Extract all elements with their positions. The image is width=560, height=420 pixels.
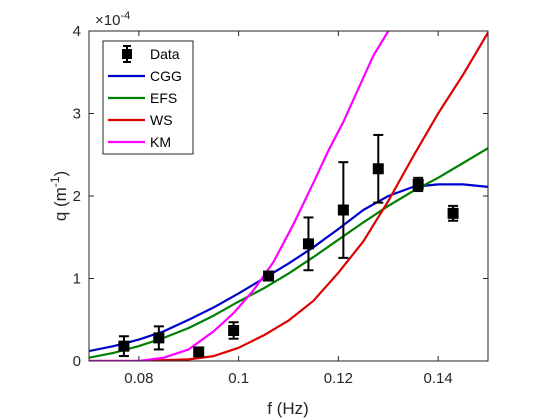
data-point-marker [447,207,459,219]
x-axis-label: f (Hz) [267,399,309,418]
y-tick-label: 1 [73,271,81,288]
legend-label-km: KM [150,134,171,150]
legend-entries: Data CGG EFS WS KM [108,45,182,150]
y-axis-label-close: ) [51,171,70,177]
legend-label-ws: WS [150,112,173,128]
legend-label-efs: EFS [150,90,177,106]
y-exponent: ×10-4 [95,10,130,29]
data-point-marker [118,340,130,352]
y-exponent-power: -4 [120,10,130,22]
x-tick-label: 0.14 [424,370,453,387]
y-exponent-prefix: ×10 [95,12,120,29]
x-tick-label: 0.12 [324,370,353,387]
data-point-marker [372,163,384,175]
data-point-marker [153,332,165,344]
y-axis-label-exp: -1 [48,176,62,187]
y-axis-label: q (m-1) [48,171,70,221]
y-axis-label-main: q (m [51,187,70,221]
data-point-marker [302,238,314,250]
data-point-marker [412,178,424,190]
data-point-marker [263,270,275,282]
series-line-km [89,31,390,361]
y-tick-label: 3 [73,106,81,123]
x-tick-label: 0.08 [124,370,153,387]
legend: Data CGG EFS WS KM [102,40,194,155]
legend-data-marker [122,49,132,59]
legend-label-data: Data [150,46,180,62]
y-tick-label: 0 [73,353,81,370]
x-tick-label: 0.1 [228,370,249,387]
data-points-layer [118,133,459,358]
data-point-marker [193,346,205,358]
y-tick-label: 2 [73,188,81,205]
legend-label-cgg: CGG [150,68,182,84]
series-line-ws [89,31,488,361]
y-tick-label: 4 [73,23,81,40]
data-point-marker [337,204,349,216]
axes-layer: 0.08 0.1 0.12 0.14 0 1 2 3 4 [73,23,488,387]
data-point-marker [228,324,240,336]
